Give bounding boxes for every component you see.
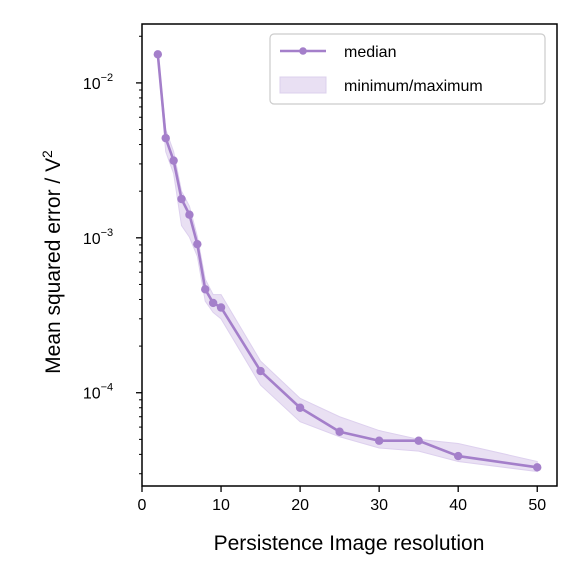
x-tick-label: 30 <box>370 497 388 514</box>
y-axis: 10−210−310−4 <box>83 35 142 475</box>
x-tick-label: 50 <box>528 497 546 514</box>
x-axis-label: Persistence Image resolution <box>214 532 485 555</box>
y-axis-label: Mean squared error / V2 <box>39 150 65 374</box>
min-max-band-layer <box>157 51 538 473</box>
median-point <box>533 463 542 472</box>
y-tick-label-exponent: −2 <box>101 72 114 84</box>
min-max-band <box>157 51 538 473</box>
y-tick-label-exponent: −3 <box>101 227 114 239</box>
median-point <box>169 156 178 165</box>
median-point <box>256 366 265 376</box>
legend-median-label: median <box>344 44 396 61</box>
y-tick-label-exponent: −4 <box>101 382 114 394</box>
median-point <box>216 303 226 312</box>
x-tick-label: 10 <box>212 497 230 514</box>
median-point <box>161 133 170 143</box>
y-axis-label-exponent: 2 <box>39 150 55 158</box>
legend: median minimum/maximum <box>269 33 546 105</box>
y-tick-label: 10−4 <box>83 382 113 403</box>
y-tick-label: 10−3 <box>83 227 113 248</box>
median-point <box>414 436 423 445</box>
y-tick-label-base: 10 <box>83 386 101 403</box>
x-tick-label: 40 <box>449 497 467 514</box>
median-point <box>374 436 384 445</box>
median-point <box>208 298 218 308</box>
legend-median-marker <box>299 47 307 55</box>
x-tick-label: 20 <box>291 497 309 514</box>
median-point <box>453 451 463 461</box>
x-tick-label: 0 <box>138 497 147 514</box>
legend-band-label: minimum/maximum <box>344 78 483 95</box>
median-point <box>177 194 186 204</box>
median-point <box>201 285 210 294</box>
median-point <box>185 210 194 219</box>
legend-frame <box>269 33 546 105</box>
median-point <box>335 427 344 436</box>
median-line-layer <box>153 50 542 472</box>
y-axis-label-text: Mean squared error / V <box>42 158 65 374</box>
median-point <box>193 239 202 249</box>
plot-frame <box>141 23 558 487</box>
x-axis: 0 10 20 30 40 50 <box>138 486 546 514</box>
legend-band-swatch <box>279 76 327 94</box>
median-line <box>156 54 538 469</box>
y-tick-label-base: 10 <box>83 231 101 248</box>
median-point <box>153 50 163 59</box>
y-tick-label: 10−2 <box>83 72 113 93</box>
y-tick-label-base: 10 <box>83 76 101 93</box>
median-point <box>295 403 305 412</box>
